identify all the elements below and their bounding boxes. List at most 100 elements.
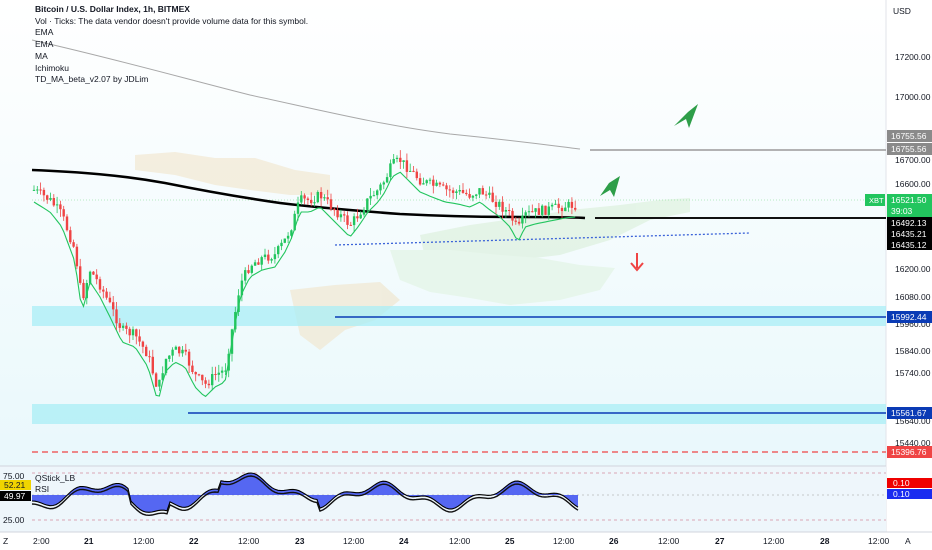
price-tick: 16600.00 — [895, 179, 931, 189]
candle-body — [178, 346, 181, 354]
candle-body — [524, 212, 527, 216]
candle-body — [491, 192, 494, 202]
candle-body — [164, 358, 168, 374]
candle-body — [448, 189, 451, 191]
symbol-title[interactable]: Bitcoin / U.S. Dollar Index, 1h, BITMEX — [35, 4, 190, 14]
candle-body — [531, 211, 534, 213]
candle-body — [125, 325, 128, 329]
candle-body — [253, 262, 257, 266]
indicator-qstick[interactable]: QStick_LB — [35, 473, 76, 483]
candle-body — [277, 246, 280, 255]
candle-body — [567, 201, 570, 208]
candle-body — [197, 374, 201, 376]
price-tick: 15440.00 — [895, 438, 931, 448]
candle-body — [46, 195, 49, 200]
candle-body — [95, 274, 98, 280]
indicator-ema-1[interactable]: EMA — [35, 27, 54, 38]
level-label-15561: 15561.67 — [891, 408, 927, 418]
candle-body — [257, 262, 260, 265]
time-tick: 12:00 — [133, 536, 155, 546]
candle-body — [323, 197, 326, 199]
candle-body — [224, 370, 227, 372]
candle-body — [148, 356, 151, 358]
candle-body — [115, 309, 118, 324]
price-tick: 16080.00 — [895, 292, 931, 302]
trendline-dotted[interactable] — [334, 232, 751, 246]
candle-body — [154, 373, 158, 387]
candle-body — [369, 195, 372, 199]
candle-body — [102, 289, 105, 292]
price-tick: 15640.00 — [895, 416, 931, 426]
indicator-rsi[interactable]: RSI — [35, 484, 50, 494]
candle-body — [300, 195, 303, 203]
candle-body — [75, 246, 79, 267]
moving-average-gray — [31, 39, 581, 150]
indicator-ma[interactable]: MA — [35, 50, 48, 61]
candle-body — [511, 210, 514, 221]
candle-body — [389, 163, 392, 178]
candle-body — [293, 213, 296, 231]
candle-body — [141, 341, 145, 347]
time-tick: 12:00 — [763, 536, 785, 546]
ema-top-label-2: 16755.56 — [891, 144, 927, 154]
countdown-label: 39:03 — [891, 206, 913, 216]
candle-body — [280, 242, 283, 247]
candle-body — [339, 214, 343, 218]
candle-body — [39, 189, 42, 191]
candle-body — [62, 209, 65, 217]
candle-body — [356, 216, 359, 219]
candle-body — [296, 202, 300, 214]
candle-body — [207, 383, 211, 386]
candle-body — [481, 188, 484, 195]
candle-body — [399, 157, 402, 162]
candle-body — [385, 177, 389, 183]
corner-right[interactable]: A — [905, 536, 911, 546]
candle-body — [267, 254, 270, 261]
right-value-2: 0.10 — [893, 489, 910, 499]
corner-left[interactable]: Z — [3, 536, 8, 546]
candle-body — [501, 201, 504, 212]
candle-body — [343, 214, 346, 216]
candle-body — [303, 195, 306, 199]
candle-body — [112, 302, 115, 310]
time-tick: 25 — [505, 536, 515, 546]
candle-body — [247, 270, 250, 273]
candle-body — [336, 210, 339, 218]
candle-body — [461, 190, 465, 193]
candle-body — [544, 205, 547, 215]
volume-note[interactable]: Vol · Ticks: The data vendor doesn't pro… — [35, 15, 309, 26]
candle-body — [194, 372, 197, 375]
price-axis-background — [886, 0, 932, 550]
time-tick: 24 — [399, 536, 409, 546]
indicator-ichimoku[interactable]: Ichimoku — [35, 62, 70, 73]
candle-body — [181, 349, 184, 354]
candle-body — [151, 356, 154, 374]
candle-body — [405, 160, 409, 172]
candle-body — [442, 184, 445, 186]
indicator-td-ma[interactable]: TD_MA_beta_v2.07 by JDLim — [35, 74, 149, 85]
time-tick: 26 — [609, 536, 619, 546]
candle-body — [230, 329, 234, 354]
candle-body — [570, 201, 574, 208]
candles-group[interactable] — [32, 150, 577, 391]
time-tick: 2:00 — [33, 536, 50, 546]
candle-body — [514, 220, 517, 222]
candle-body — [488, 192, 491, 195]
currency-label[interactable]: USD — [893, 6, 911, 16]
candle-body — [517, 221, 521, 224]
price-tick: 15740.00 — [895, 368, 931, 378]
candle-body — [362, 209, 366, 215]
time-tick: 12:00 — [238, 536, 260, 546]
time-tick: 21 — [84, 536, 94, 546]
candle-body — [290, 230, 293, 236]
candle-body — [326, 197, 329, 200]
candle-body — [313, 202, 316, 204]
ema-mid-label: 16492.13 — [891, 218, 927, 228]
candle-body — [82, 282, 85, 299]
price-tick: 17200.00 — [895, 52, 931, 62]
candle-body — [471, 195, 475, 198]
candle-body — [270, 259, 273, 261]
candle-body — [376, 190, 379, 196]
indicator-ema-2[interactable]: EMA — [35, 39, 54, 50]
